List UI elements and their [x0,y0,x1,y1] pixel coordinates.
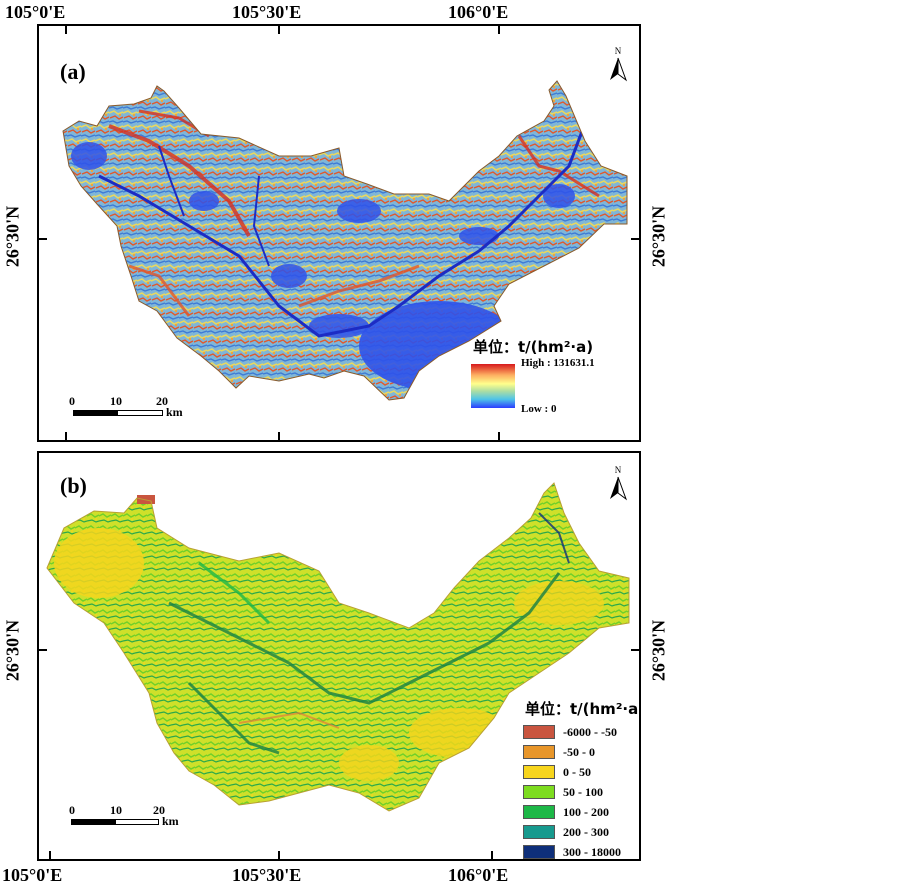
lat-label-right-a: 26°30'N [648,205,669,268]
erosion-map-a [62,80,628,401]
scale-num-10: 10 [110,394,122,408]
scale-segment-black [73,410,117,416]
legend-swatch [523,805,555,819]
scale-unit: km [166,405,183,419]
lat-label-left-b: 26°30'N [2,619,23,682]
lon-label-bottom-2: 105°30'E [232,865,302,885]
north-letter: N [614,46,622,56]
lon-label-bottom-1: 105°0'E [2,865,63,885]
panel-label-b: (b) [60,473,87,498]
graticule-tick [39,649,47,651]
legend-label: 300 - 18000 [563,845,621,859]
lon-label-top-3: 106°0'E [448,2,509,22]
legend-high-label: High : 131631.1 [521,357,595,369]
lat-label-left-a: 26°30'N [2,205,23,268]
graticule-tick [491,851,493,859]
legend-title-b: 单位：t/(hm²·a) [525,700,641,718]
graticule-tick [278,26,280,34]
legend-swatch [523,765,555,779]
legend-classes-b: -6000 - -50 -50 - 0 0 - 50 50 - 100 100 … [523,725,638,859]
graticule-tick [65,26,67,34]
north-arrow-icon [610,476,628,501]
legend-swatch [523,845,555,859]
scale-unit: km [162,814,179,828]
legend-gradient-a [471,364,515,408]
scale-bar-b: 0 10 20 km [69,803,209,833]
graticule-tick [278,432,280,440]
scale-num-10: 10 [110,803,122,817]
legend-swatch [523,785,555,799]
lon-label-top-2: 105°30'E [232,2,302,22]
legend-label: 0 - 50 [563,765,591,779]
lon-label-top-1: 105°0'E [5,2,66,22]
legend-label: 100 - 200 [563,805,609,819]
legend-label: 50 - 100 [563,785,603,799]
scale-num-20: 20 [156,394,168,408]
lat-label-right-b: 26°30'N [648,619,669,682]
map-panel-a: (a) N 单位：t/(hm²·a) High : 131631.1 Low :… [37,24,641,442]
panel-label-a: (a) [60,59,86,84]
graticule-tick [498,432,500,440]
legend-swatch [523,745,555,759]
legend-swatch [523,825,555,839]
graticule-tick [498,26,500,34]
map-panel-b: (b) N 单位：t/(hm²·a) -6000 - -50 -50 - 0 0… [37,451,641,861]
scale-num-0: 0 [69,803,75,817]
graticule-tick [278,851,280,859]
graticule-tick [631,649,639,651]
legend-title-a: 单位：t/(hm²·a) [473,338,594,356]
scale-segment-white [115,819,159,825]
graticule-tick [49,851,51,859]
legend-swatch [523,725,555,739]
scale-segment-white [117,410,163,416]
graticule-tick [39,238,47,240]
north-arrow-b: N [603,465,633,501]
erosion-change-map-b [46,482,630,812]
north-arrow-icon [610,57,628,82]
graticule-tick [65,432,67,440]
north-arrow-a: N [603,46,633,82]
legend-label: 200 - 300 [563,825,609,839]
graticule-tick [631,238,639,240]
legend-label: -6000 - -50 [563,725,617,739]
scale-num-20: 20 [153,803,165,817]
scale-bar-a: 0 10 20 km [69,394,209,424]
scale-segment-black [71,819,115,825]
scale-num-0: 0 [69,394,75,408]
north-letter: N [614,465,622,475]
lon-label-bottom-3: 106°0'E [448,865,509,885]
legend-label: -50 - 0 [563,745,595,759]
legend-low-label: Low : 0 [521,403,557,415]
